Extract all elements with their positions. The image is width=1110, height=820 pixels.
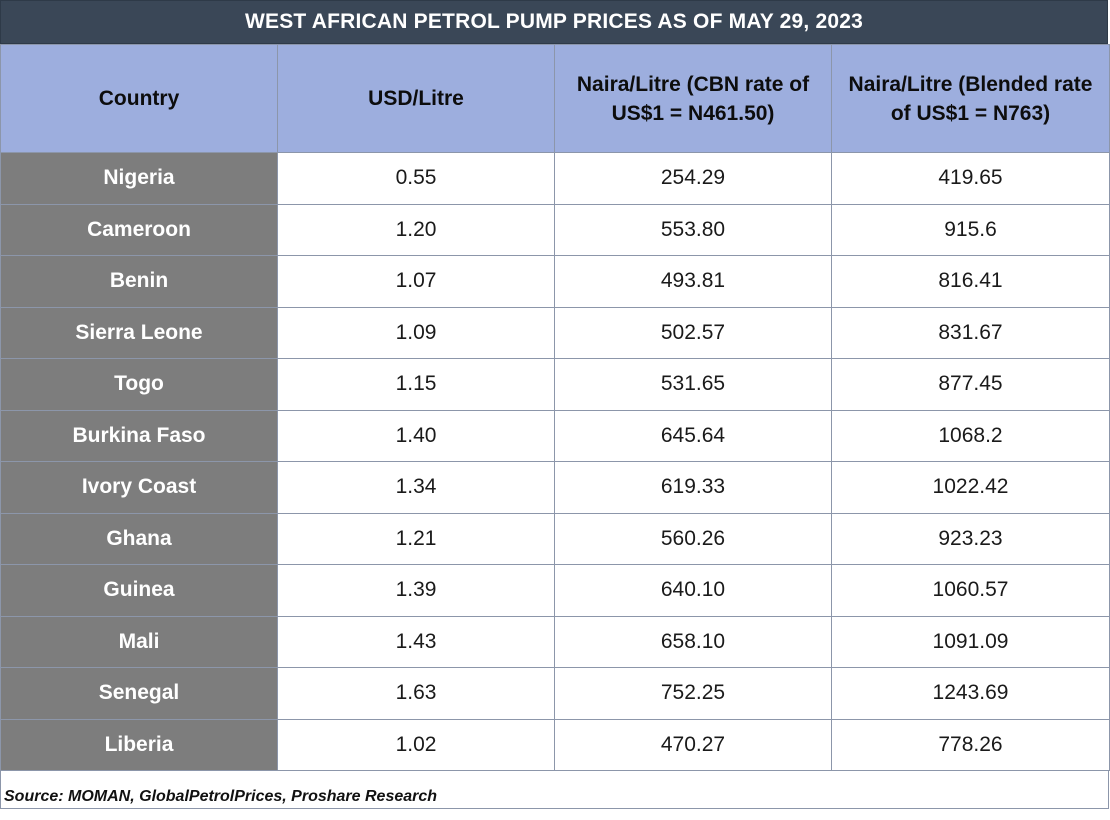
naira-cbn-cell: 254.29: [554, 152, 832, 205]
table-row: Burkina Faso 1.40 645.64 1068.2: [0, 409, 1110, 462]
country-cell: Togo: [0, 358, 278, 411]
table-title: WEST AFRICAN PETROL PUMP PRICES AS OF MA…: [0, 0, 1108, 44]
naira-blended-cell: 816.41: [831, 255, 1110, 308]
source-note: Source: MOMAN, GlobalPetrolPrices, Prosh…: [0, 770, 1109, 809]
usd-litre-cell: 1.07: [277, 255, 555, 308]
country-cell: Burkina Faso: [0, 409, 278, 462]
header-row: Country USD/Litre Naira/Litre (CBN rate …: [0, 44, 1110, 153]
column-header-naira-blended: Naira/Litre (Blended rate of US$1 = N763…: [831, 44, 1110, 153]
naira-cbn-cell: 619.33: [554, 461, 832, 514]
naira-cbn-cell: 752.25: [554, 667, 832, 720]
naira-blended-cell: 419.65: [831, 152, 1110, 205]
column-header-country: Country: [0, 44, 278, 153]
naira-cbn-cell: 658.10: [554, 615, 832, 668]
naira-cbn-cell: 640.10: [554, 564, 832, 617]
naira-cbn-cell: 645.64: [554, 409, 832, 462]
naira-blended-cell: 915.6: [831, 203, 1110, 256]
naira-blended-cell: 1060.57: [831, 564, 1110, 617]
table-row: Ivory Coast 1.34 619.33 1022.42: [0, 461, 1110, 514]
price-table: Country USD/Litre Naira/Litre (CBN rate …: [0, 44, 1110, 771]
table-body: Nigeria 0.55 254.29 419.65 Cameroon 1.20 553.8…: [0, 152, 1110, 771]
naira-blended-cell: 831.67: [831, 306, 1110, 359]
naira-cbn-cell: 470.27: [554, 718, 832, 771]
country-cell: Ivory Coast: [0, 461, 278, 514]
country-cell: Guinea: [0, 564, 278, 617]
naira-blended-cell: 877.45: [831, 358, 1110, 411]
table-row: Sierra Leone 1.09 502.57 831.67: [0, 306, 1110, 359]
usd-litre-cell: 1.39: [277, 564, 555, 617]
naira-blended-cell: 1068.2: [831, 409, 1110, 462]
naira-blended-cell: 923.23: [831, 512, 1110, 565]
naira-blended-cell: 1091.09: [831, 615, 1110, 668]
naira-blended-cell: 778.26: [831, 718, 1110, 771]
usd-litre-cell: 1.09: [277, 306, 555, 359]
usd-litre-cell: 1.20: [277, 203, 555, 256]
usd-litre-cell: 1.40: [277, 409, 555, 462]
country-cell: Senegal: [0, 667, 278, 720]
usd-litre-cell: 1.43: [277, 615, 555, 668]
usd-litre-cell: 1.63: [277, 667, 555, 720]
table-row: Benin 1.07 493.81 816.41: [0, 255, 1110, 308]
table-row: Ghana 1.21 560.26 923.23: [0, 512, 1110, 565]
table-row: Nigeria 0.55 254.29 419.65: [0, 152, 1110, 205]
table-row: Togo 1.15 531.65 877.45: [0, 358, 1110, 411]
country-cell: Liberia: [0, 718, 278, 771]
naira-cbn-cell: 502.57: [554, 306, 832, 359]
usd-litre-cell: 1.21: [277, 512, 555, 565]
country-cell: Ghana: [0, 512, 278, 565]
table-row: Senegal 1.63 752.25 1243.69: [0, 667, 1110, 720]
naira-cbn-cell: 531.65: [554, 358, 832, 411]
naira-cbn-cell: 553.80: [554, 203, 832, 256]
country-cell: Sierra Leone: [0, 306, 278, 359]
country-cell: Cameroon: [0, 203, 278, 256]
usd-litre-cell: 1.02: [277, 718, 555, 771]
column-header-naira-cbn: Naira/Litre (CBN rate of US$1 = N461.50): [554, 44, 832, 153]
naira-blended-cell: 1243.69: [831, 667, 1110, 720]
table-row: Cameroon 1.20 553.80 915.6: [0, 203, 1110, 256]
usd-litre-cell: 1.15: [277, 358, 555, 411]
column-header-usd-litre: USD/Litre: [277, 44, 555, 153]
country-cell: Mali: [0, 615, 278, 668]
table-row: Liberia 1.02 470.27 778.26: [0, 718, 1110, 771]
naira-cbn-cell: 493.81: [554, 255, 832, 308]
naira-cbn-cell: 560.26: [554, 512, 832, 565]
table-row: Mali 1.43 658.10 1091.09: [0, 615, 1110, 668]
table-row: Guinea 1.39 640.10 1060.57: [0, 564, 1110, 617]
naira-blended-cell: 1022.42: [831, 461, 1110, 514]
country-cell: Nigeria: [0, 152, 278, 205]
usd-litre-cell: 0.55: [277, 152, 555, 205]
country-cell: Benin: [0, 255, 278, 308]
usd-litre-cell: 1.34: [277, 461, 555, 514]
